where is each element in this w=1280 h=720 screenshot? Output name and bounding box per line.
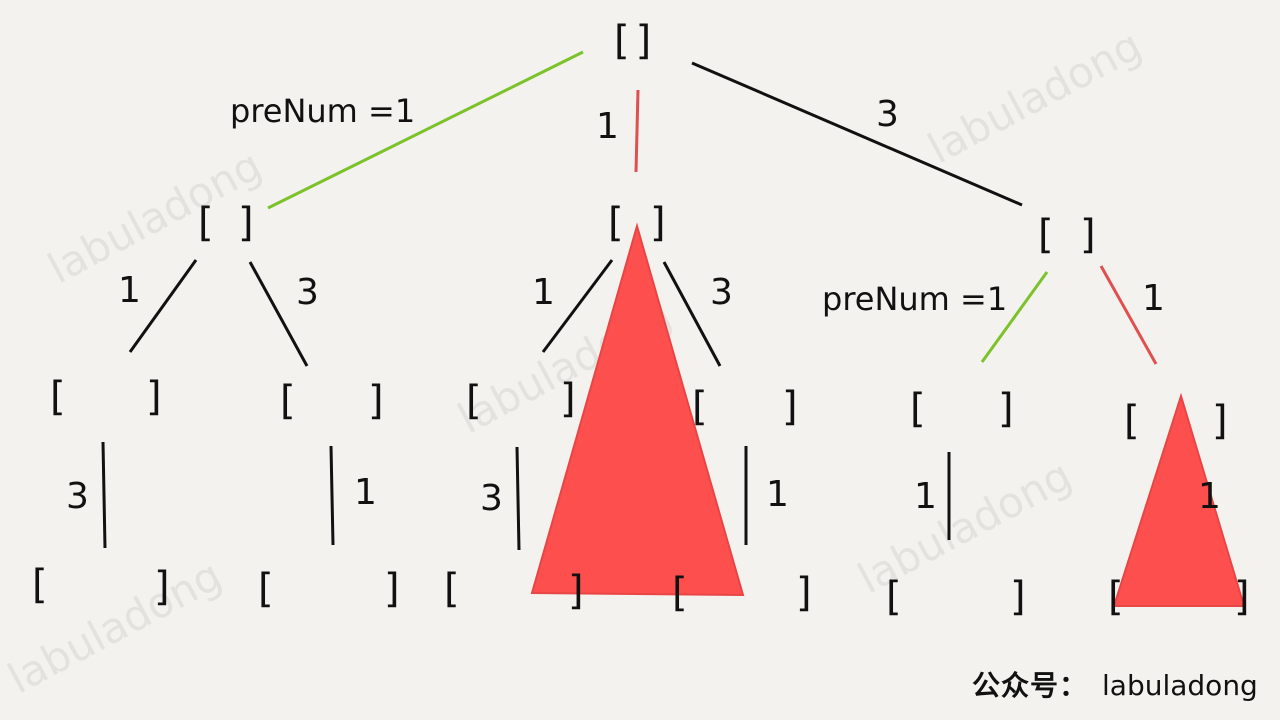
root-node: [] — [614, 18, 658, 64]
leaf-3-open: [ — [444, 566, 460, 612]
node-b1-open: [ — [466, 378, 482, 424]
node-a-open: [ — [198, 200, 214, 246]
edge-label-c-left: preNum =1 — [822, 280, 1008, 318]
node-c1-close: ] — [998, 386, 1014, 432]
leaf-6-open: [ — [1108, 574, 1124, 620]
pruned-subtree-triangle-large — [530, 222, 745, 597]
node-b-open: [ — [608, 200, 624, 246]
node-c1-open: [ — [910, 386, 926, 432]
leaf-2-open: [ — [258, 566, 274, 612]
node-a2-open: [ — [280, 378, 296, 424]
leaf-3-close: ] — [568, 568, 584, 614]
footer-credit: 公众号： labuladong — [972, 664, 1258, 704]
edge-label-root-right: 3 — [876, 94, 899, 135]
leaf-2-close: ] — [384, 566, 400, 612]
leaf-1-close: ] — [154, 564, 170, 610]
node-a1-open: [ — [50, 374, 66, 420]
edge-leaf-2 — [329, 445, 335, 546]
leaf-6-close: ] — [1234, 574, 1250, 620]
edge-a-left — [128, 259, 198, 353]
edge-label-leaf-2: 1 — [354, 472, 377, 513]
leaf-1-open: [ — [32, 562, 48, 608]
node-b2-open: [ — [692, 384, 708, 430]
leaf-5-close: ] — [1010, 574, 1026, 620]
leaf-4-close: ] — [796, 570, 812, 616]
edge-label-b-right: 3 — [710, 272, 733, 313]
edge-root-right — [691, 61, 1023, 207]
leaf-4-open: [ — [672, 570, 688, 616]
edge-label-leaf-5: 1 — [914, 476, 937, 517]
edge-b-right — [662, 261, 722, 367]
footer-handle: labuladong — [1102, 669, 1258, 702]
wechat-seal-text: 公众号： — [972, 669, 1089, 702]
node-a1-close: ] — [146, 374, 162, 420]
node-c-close: ] — [1080, 212, 1096, 258]
edge-label-root-mid: 1 — [596, 106, 619, 147]
node-c2-close: ] — [1212, 398, 1228, 444]
edge-root-mid-red — [634, 89, 640, 173]
node-c-open: [ — [1038, 212, 1054, 258]
edge-b-left — [541, 259, 614, 353]
edge-label-leaf-6: 1 — [1198, 476, 1221, 517]
node-c2-open: [ — [1124, 398, 1140, 444]
pruned-subtree-triangle-small — [1112, 392, 1246, 607]
edge-leaf-1 — [101, 441, 107, 549]
edge-label-root-left: preNum =1 — [230, 92, 416, 130]
node-b-close: ] — [650, 200, 666, 246]
edge-label-b-left: 1 — [532, 272, 555, 313]
edge-label-a-left: 1 — [118, 270, 141, 311]
edge-label-leaf-3: 3 — [480, 478, 503, 519]
edge-leaf-3 — [515, 446, 521, 551]
edge-label-leaf-1: 3 — [66, 476, 89, 517]
node-a-close: ] — [238, 200, 254, 246]
node-a2-close: ] — [368, 378, 384, 424]
node-b2-close: ] — [782, 384, 798, 430]
edge-c-left-green — [980, 271, 1049, 363]
node-b1-close: ] — [560, 376, 576, 422]
edge-root-left-green — [267, 50, 584, 210]
edge-label-c-right: 1 — [1142, 278, 1165, 319]
edge-label-leaf-4: 1 — [766, 474, 789, 515]
edge-label-a-right: 3 — [296, 272, 319, 313]
leaf-5-open: [ — [886, 574, 902, 620]
edge-a-right — [248, 261, 309, 367]
edge-c-right-red — [1099, 265, 1158, 365]
